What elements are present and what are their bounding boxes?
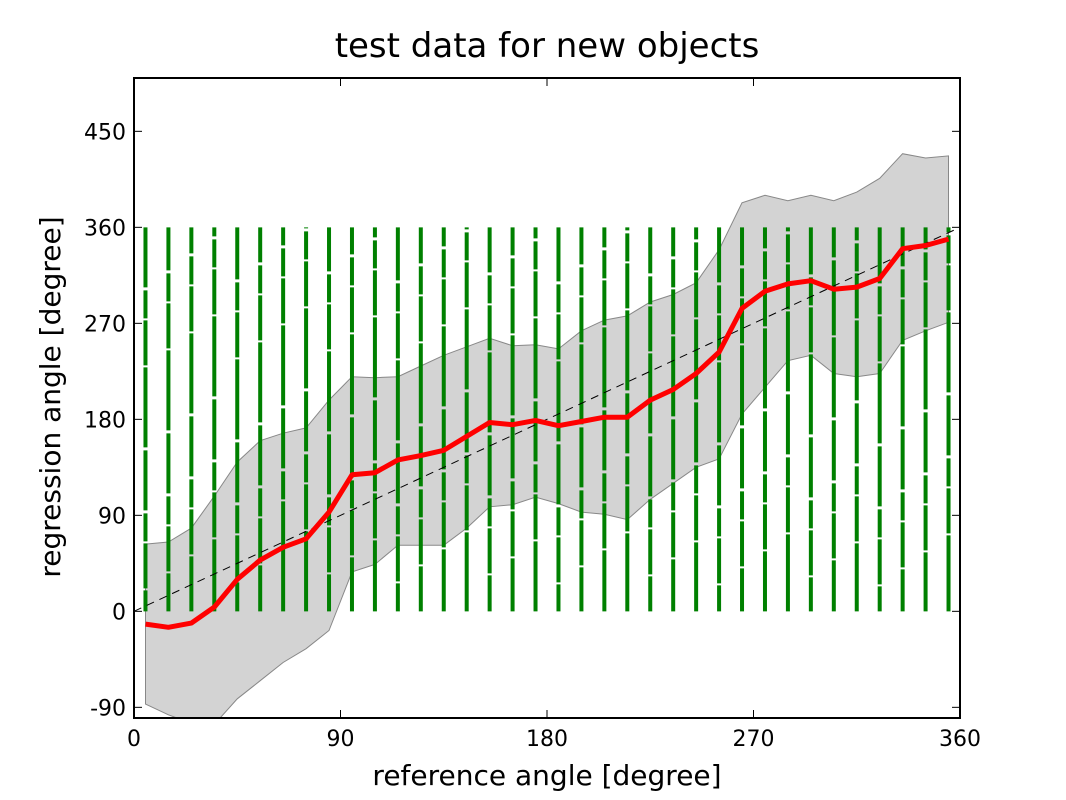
y-tick-label: -90 [90,696,126,721]
y-tick-label: 180 [84,408,126,433]
identity-line [133,226,961,612]
chart-title: test data for new objects [335,26,760,66]
y-tick-label: 270 [84,312,126,337]
confidence-band [145,153,949,718]
x-axis-label: reference angle [degree] [372,759,721,792]
x-tick-label: 270 [733,727,775,752]
y-tick-label: 90 [98,504,126,529]
y-tick-label: 0 [112,600,126,625]
y-tick-label: 450 [84,120,126,145]
y-axis-label: regression angle [degree] [34,216,67,577]
y-tick-label: 360 [84,216,126,241]
x-tick-label: 90 [327,727,355,752]
x-tick-label: 180 [526,727,568,752]
x-tick-label: 360 [939,727,981,752]
x-tick-label: 0 [127,727,141,752]
mean-line [145,236,950,630]
